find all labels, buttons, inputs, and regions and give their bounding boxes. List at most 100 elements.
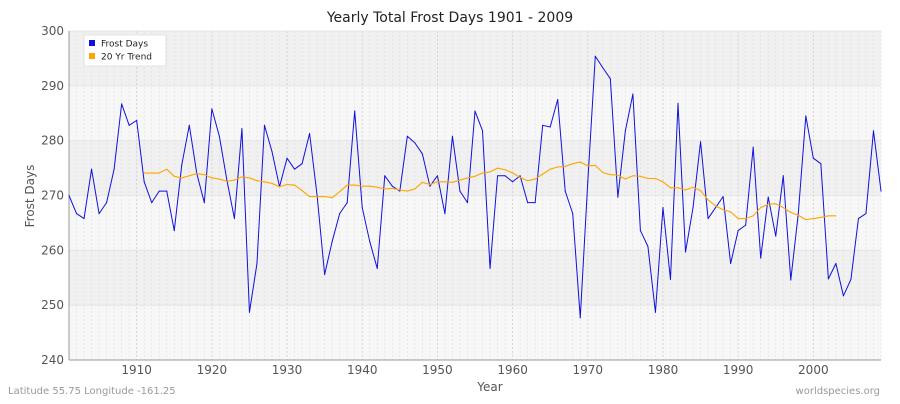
data-point-20-yr-trend (143, 172, 145, 174)
data-point-20-yr-trend (579, 161, 581, 163)
legend: Frost Days 20 Yr Trend (83, 34, 167, 67)
data-point-20-yr-trend (707, 199, 709, 201)
data-point-frost-days (256, 262, 258, 265)
data-point-frost-days (346, 202, 348, 204)
y-tick-label: 280 (41, 134, 64, 148)
data-point-20-yr-trend (173, 175, 175, 177)
plot-grid (68, 30, 882, 361)
data-point-frost-days (684, 251, 687, 253)
data-point-20-yr-trend (790, 211, 792, 214)
y-tick-label: 290 (41, 79, 64, 93)
data-point-frost-days (557, 98, 559, 101)
data-point-frost-days (767, 196, 769, 198)
data-point-frost-days (451, 135, 454, 137)
data-point-frost-days (805, 115, 807, 117)
data-point-frost-days (812, 157, 814, 159)
data-point-20-yr-trend (361, 185, 363, 187)
data-point-20-yr-trend (827, 215, 829, 217)
data-point-frost-days (429, 185, 431, 187)
data-point-20-yr-trend (496, 167, 499, 169)
data-point-frost-days (143, 181, 145, 183)
data-point-frost-days (354, 110, 356, 112)
data-point-frost-days (263, 124, 266, 126)
legend-box (83, 34, 167, 67)
data-point-frost-days (857, 217, 860, 220)
data-point-20-yr-trend (542, 173, 544, 175)
data-point-frost-days (639, 229, 642, 232)
data-point-frost-days (188, 124, 190, 126)
data-point-20-yr-trend (459, 179, 461, 181)
data-point-20-yr-trend (564, 165, 566, 168)
data-point-20-yr-trend (384, 188, 386, 190)
data-point-frost-days (399, 190, 401, 192)
data-point-frost-days (850, 278, 852, 280)
data-point-20-yr-trend (211, 177, 213, 179)
data-point-20-yr-trend (730, 211, 732, 213)
data-point-20-yr-trend (233, 179, 236, 181)
data-point-20-yr-trend (151, 172, 153, 174)
data-point-20-yr-trend (241, 176, 243, 178)
data-point-20-yr-trend (835, 215, 837, 217)
data-point-frost-days (331, 240, 333, 243)
data-point-20-yr-trend (339, 191, 341, 193)
x-tick-label: 2000 (798, 363, 829, 377)
data-point-20-yr-trend (436, 181, 439, 183)
data-point-20-yr-trend (677, 187, 679, 189)
legend-label-20-yr-trend: 20 Yr Trend (101, 53, 152, 63)
data-point-frost-days (466, 202, 469, 204)
data-point-frost-days (113, 168, 115, 170)
data-point-20-yr-trend (414, 188, 416, 190)
data-point-frost-days (121, 103, 123, 105)
data-point-20-yr-trend (474, 175, 476, 177)
data-point-frost-days (248, 311, 251, 313)
data-point-frost-days (361, 206, 363, 209)
y-tick-label: 240 (41, 353, 64, 367)
data-point-frost-days (579, 317, 581, 319)
data-point-frost-days (158, 190, 160, 192)
data-point-frost-days (339, 212, 341, 215)
data-point-20-yr-trend (639, 175, 642, 177)
data-point-20-yr-trend (324, 195, 326, 198)
x-tick-label: 1950 (422, 363, 453, 377)
data-point-20-yr-trend (166, 168, 168, 170)
data-point-frost-days (316, 194, 318, 197)
data-point-frost-days (872, 130, 875, 132)
data-point-frost-days (68, 194, 70, 197)
data-point-20-yr-trend (609, 174, 611, 176)
data-point-20-yr-trend (632, 175, 634, 177)
data-point-20-yr-trend (293, 184, 296, 186)
data-point-20-yr-trend (617, 174, 619, 176)
data-point-20-yr-trend (572, 163, 574, 165)
data-point-20-yr-trend (286, 183, 288, 186)
data-point-frost-days (459, 190, 461, 192)
data-point-20-yr-trend (181, 177, 183, 179)
data-point-20-yr-trend (271, 182, 273, 185)
data-point-20-yr-trend (444, 181, 446, 183)
data-point-frost-days (737, 229, 739, 232)
data-point-frost-days (542, 124, 544, 126)
data-point-frost-days (173, 229, 175, 232)
data-point-frost-days (549, 126, 551, 128)
data-point-frost-days (324, 273, 326, 276)
data-point-frost-days (151, 202, 153, 204)
data-point-20-yr-trend (782, 206, 784, 209)
data-point-frost-days (489, 267, 491, 270)
data-point-frost-days (293, 168, 296, 170)
data-point-frost-days (835, 262, 837, 265)
data-point-frost-days (211, 108, 213, 110)
data-point-frost-days (511, 181, 514, 183)
data-point-frost-days (527, 202, 529, 204)
data-point-frost-days (707, 217, 709, 220)
data-point-20-yr-trend (602, 171, 604, 174)
data-point-20-yr-trend (745, 217, 747, 220)
data-point-20-yr-trend (308, 195, 311, 198)
plot-series (68, 55, 882, 319)
data-point-frost-days (662, 206, 664, 209)
data-point-frost-days (226, 179, 228, 181)
data-point-20-yr-trend (594, 164, 596, 166)
data-point-frost-days (730, 262, 732, 265)
chart-title: Yearly Total Frost Days 1901 - 2009 (326, 10, 573, 26)
data-point-frost-days (654, 311, 657, 313)
data-point-20-yr-trend (714, 205, 717, 207)
data-point-20-yr-trend (354, 184, 356, 186)
